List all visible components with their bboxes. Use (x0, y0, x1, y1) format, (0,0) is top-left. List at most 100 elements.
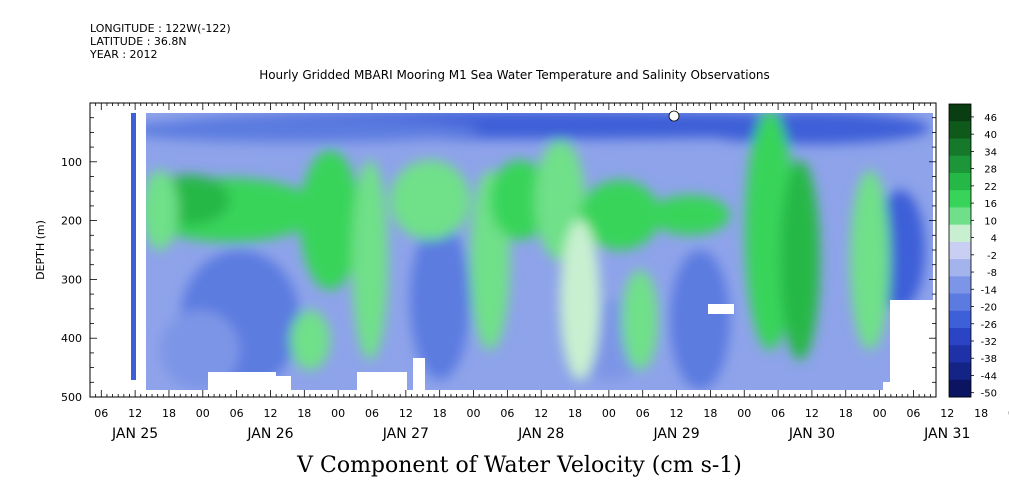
x-tick-label: 18 (839, 407, 853, 420)
field-blob-negative (146, 118, 480, 142)
colorbar-band (949, 328, 971, 346)
colorbar-band (949, 104, 971, 122)
x-tick-label: 12 (128, 407, 142, 420)
colorbar-label: -38 (981, 354, 997, 365)
missing-data-region (208, 372, 276, 390)
colorbar-band (949, 259, 971, 277)
missing-data-dot (668, 110, 680, 122)
field-blob-positive (146, 170, 178, 250)
colorbar-band (949, 155, 971, 174)
x-tick-label: 12 (805, 407, 819, 420)
x-tick-label: 06 (365, 407, 379, 420)
x-tick-label: 06 (906, 407, 920, 420)
x-tick-label: 00 (1008, 407, 1009, 420)
field-blobs (146, 113, 930, 390)
x-tick-label: 18 (568, 407, 582, 420)
latitude-label: LATITUDE : 36.8N (90, 35, 187, 48)
colorbar-label: 46 (984, 113, 997, 124)
chart-title: Hourly Gridded MBARI Mooring M1 Sea Wate… (259, 68, 770, 82)
colorbar-band (949, 379, 971, 398)
colorbar-band (949, 241, 971, 260)
colorbar: 46 40 34 28 22 16 10 4 -2 -8 -14 -20 -26 -32 -38 -44 -50 (948, 103, 997, 400)
colorbar-label: 16 (984, 199, 997, 210)
metadata-block: LONGITUDE : 122W(-122) LATITUDE : 36.8N … (90, 22, 231, 61)
colorbar-label: 34 (984, 147, 997, 158)
x-tick-label: 18 (162, 407, 176, 420)
colorbar-label: 4 (991, 234, 997, 245)
plot-area (131, 110, 935, 390)
x-tick-label: 00 (737, 407, 751, 420)
colorbar-frame (948, 103, 972, 398)
field-blob-negative (160, 310, 240, 390)
colorbar-band (949, 172, 971, 191)
colorbar-band (949, 190, 971, 208)
colorbar-label: -2 (987, 251, 997, 262)
colorbar-label: -8 (987, 268, 997, 279)
y-tick-label: 400 (61, 332, 82, 345)
colorbar-band (949, 207, 971, 226)
x-tick-label: 06 (230, 407, 244, 420)
colorbar-band (949, 345, 971, 364)
x-tick-label: 12 (940, 407, 954, 420)
x-tick-label: 00 (873, 407, 887, 420)
x-day-label: JAN 29 (652, 426, 699, 442)
velocity-field (146, 113, 933, 390)
x-day-label: JAN 28 (517, 426, 564, 442)
x-axis-title: V Component of Water Velocity (cm s-1) (297, 453, 742, 478)
colorbar-label: -26 (981, 320, 997, 331)
x-day-label: JAN 31 (923, 426, 970, 442)
colorbar-label: 28 (984, 165, 997, 176)
x-tick-label: 18 (433, 407, 447, 420)
colorbar-band (949, 362, 971, 381)
y-tick-label: 200 (61, 215, 82, 228)
missing-data-region (883, 382, 891, 390)
colorbar-label: 22 (984, 182, 997, 193)
field-blob-positive (780, 160, 820, 360)
colorbar-label: 10 (984, 216, 997, 227)
colorbar-label: -32 (981, 337, 997, 348)
field-blob-negative (410, 220, 470, 380)
colorbar-band (949, 276, 971, 295)
field-blob-positive (850, 170, 890, 350)
x-tick-label: 00 (196, 407, 210, 420)
missing-data-region (263, 376, 291, 390)
missing-data-region (413, 358, 425, 390)
colorbar-label: -50 (981, 389, 997, 400)
early-data-strip (131, 113, 136, 380)
x-day-label: JAN 30 (788, 426, 835, 442)
colorbar-band (949, 121, 971, 139)
colorbar-band (949, 310, 971, 329)
x-day-label: JAN 25 (111, 426, 158, 442)
field-blob-negative (690, 113, 930, 144)
x-tick-label: 12 (263, 407, 277, 420)
year-label: YEAR : 2012 (90, 48, 158, 61)
field-blob-positive (560, 220, 600, 380)
colorbar-label: 40 (984, 130, 997, 141)
field-blob-negative (670, 250, 730, 390)
y-tick-label: 100 (61, 156, 82, 169)
colorbar-label: -44 (981, 371, 997, 382)
field-blob-positive (490, 160, 550, 240)
x-tick-label: 06 (94, 407, 108, 420)
field-blob-positive (300, 150, 360, 290)
field-blob-positive (622, 270, 658, 370)
x-tick-label: 18 (297, 407, 311, 420)
field-blob-positive (390, 160, 470, 240)
y-axis-title: DEPTH (m) (34, 220, 47, 280)
x-tick-label: 00 (467, 407, 481, 420)
longitude-label: LONGITUDE : 122W(-122) (90, 22, 231, 35)
x-tick-label: 12 (399, 407, 413, 420)
x-tick-label: 06 (771, 407, 785, 420)
field-blob-positive (580, 180, 660, 250)
colorbar-band (949, 138, 971, 157)
x-tick-label: 06 (500, 407, 514, 420)
y-tick-label: 300 (61, 273, 82, 286)
x-tick-label: 00 (331, 407, 345, 420)
x-tick-label: 12 (670, 407, 684, 420)
x-tick-label: 18 (703, 407, 717, 420)
x-tick-label: 00 (602, 407, 616, 420)
x-day-label: JAN 27 (382, 426, 429, 442)
axes: 06 12 18 00 06 12 18 00 06 12 18 00 06 12 18 00 06 12 18 00… (34, 102, 1009, 442)
field-blob-positive (290, 310, 330, 370)
x-tick-label: 06 (636, 407, 650, 420)
